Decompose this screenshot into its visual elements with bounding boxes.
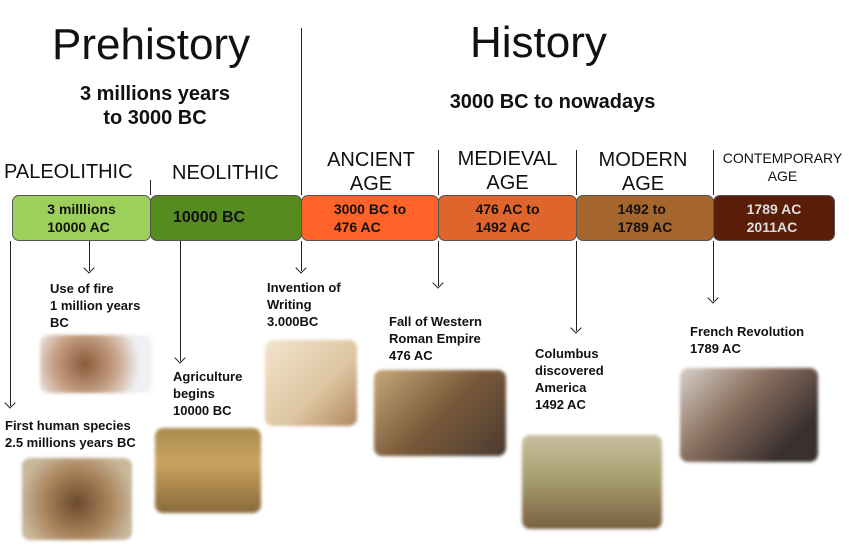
fire-image [40,335,152,393]
early-humans-image [22,458,132,540]
divider [150,180,151,195]
history-title: History [470,18,607,67]
prehistory-range: 3 millions years to 3000 BC [79,83,231,129]
era-bar-contemporary: 1789 AC 2011AC [713,195,835,241]
event-french-revolution: French Revolution 1789 AC [690,324,805,356]
event-agriculture: Agriculture begins 10000 BC [173,369,243,418]
arrow-icon [301,241,302,271]
era-label-modern: MODERN AGE [598,149,688,195]
era-label-contemporary: CONTEMPORARY AGE [722,150,843,184]
arrow-icon [576,241,577,331]
event-writing: Invention of Writing 3.000BC [267,280,341,329]
arrow-icon [438,241,439,286]
arrow-icon [89,241,90,271]
era-bar-neolithic: 10000 BC [150,195,302,241]
history-range: 3000 BC to nowadays [449,91,656,113]
arrow-icon [10,241,11,406]
prehistory-history-divider [301,28,302,195]
era-label-medieval: MEDIEVAL AGE [457,148,558,194]
writing-image [265,340,357,426]
arrow-icon [713,241,714,301]
era-bar-medieval: 476 AC to 1492 AC [438,195,577,241]
event-columbus: Columbus discovered America 1492 AC [535,346,604,412]
french-revolution-image [680,368,818,462]
prehistory-title: Prehistory [52,20,251,69]
roman-image [374,370,506,456]
era-bar-ancient: 3000 BC to 476 AC [301,195,439,241]
event-use-of-fire: Use of fire 1 million years BC [50,281,141,330]
columbus-image [522,435,662,529]
farming-image [155,428,261,513]
divider [713,150,714,195]
divider [576,150,577,195]
era-label-paleolithic: PALEOLITHIC [4,161,133,183]
event-first-human: First human species 2.5 millions years B… [5,418,136,450]
era-label-neolithic: NEOLITHIC [172,162,279,184]
era-label-ancient: ANCIENT AGE [327,149,415,195]
arrow-icon [180,241,181,361]
event-fall-rome: Fall of Western Roman Empire 476 AC [389,314,482,363]
era-bar-modern: 1492 to 1789 AC [576,195,714,241]
divider [438,150,439,195]
era-bar-paleolithic: 3 milllions 10000 AC [12,195,151,241]
